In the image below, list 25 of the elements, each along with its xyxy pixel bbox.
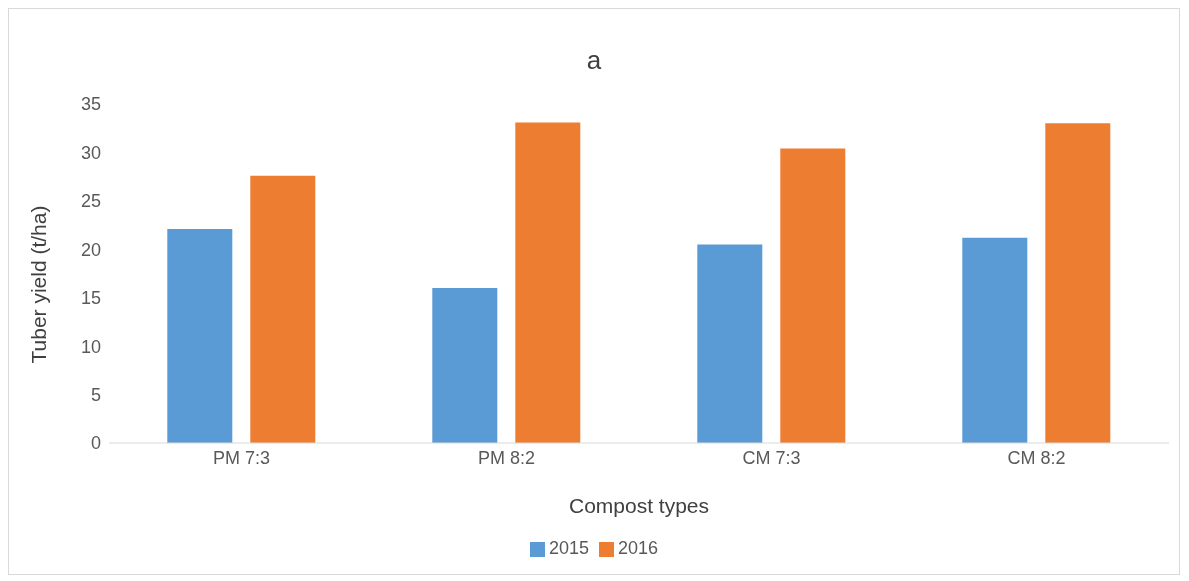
bar [1045,123,1111,443]
bar [432,288,498,443]
y-tick-label: 0 [90,433,101,454]
bar [515,122,581,443]
chart-title: a [585,45,603,76]
x-axis-title: Compost types [568,494,710,517]
y-tick-label: 35 [80,94,101,115]
y-tick-label: 15 [80,288,101,309]
y-tick-label: 10 [80,336,101,357]
legend-label: 2015 [548,538,589,558]
bar [250,175,316,443]
bar [697,244,763,443]
y-tick-label: 30 [80,142,101,163]
x-tick-label: CM 8:2 [1007,447,1066,468]
x-tick-label: PM 8:2 [477,447,536,468]
x-tick-label: PM 7:3 [212,447,271,468]
y-axis-title: Tuber yield (t/ha) [27,205,51,364]
y-tick-label: 20 [80,239,101,260]
bar [780,148,846,443]
x-tick-label: CM 7:3 [742,447,801,468]
legend-label: 2016 [618,538,659,558]
bar [167,228,233,443]
bar [962,237,1028,443]
y-tick-label: 25 [80,191,101,212]
y-tick-label: 5 [90,384,101,405]
